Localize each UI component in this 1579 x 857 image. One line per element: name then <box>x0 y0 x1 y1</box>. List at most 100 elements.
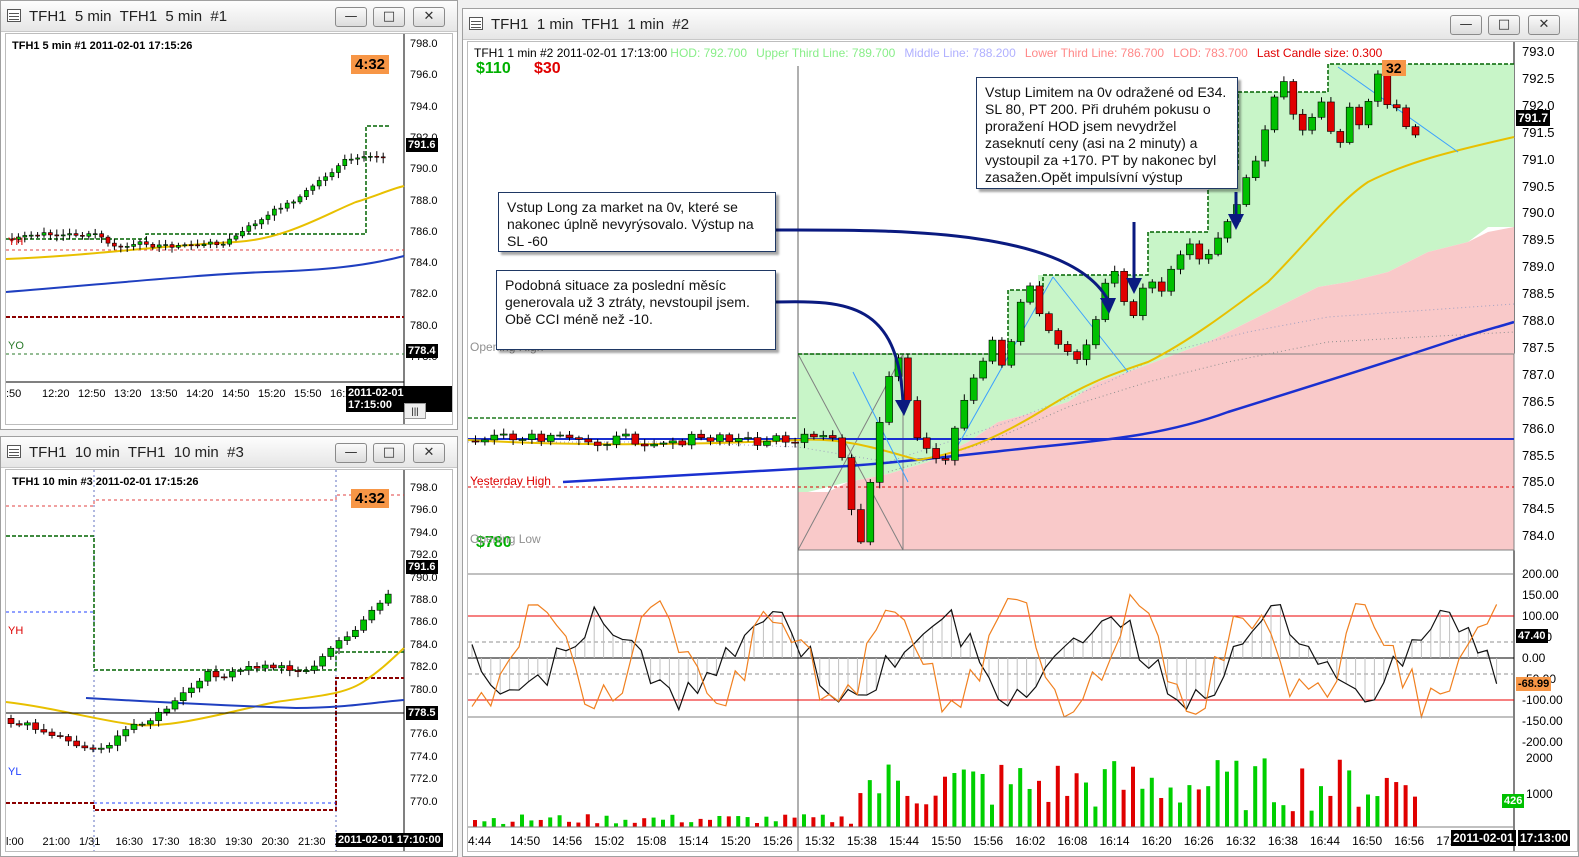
chart-window-1min[interactable]: TFH1 1 min TFH1 1 min #2 — □ ✕ <box>462 8 1579 857</box>
candle <box>233 235 239 240</box>
candle <box>56 735 64 737</box>
volume-bar <box>698 818 703 827</box>
candle <box>1139 287 1147 316</box>
candle <box>490 434 499 441</box>
candle <box>650 443 658 447</box>
candle <box>659 442 668 445</box>
volume-bar <box>839 816 844 827</box>
maximize-button[interactable]: □ <box>373 443 405 463</box>
candle <box>227 238 232 245</box>
volume-bar <box>1149 777 1154 827</box>
candle <box>1251 160 1260 178</box>
volume-bar <box>1290 811 1295 827</box>
time-tick-label: 1/31 <box>79 836 101 848</box>
candle <box>86 233 92 237</box>
volume-bar <box>1234 760 1239 827</box>
volume-bar <box>670 814 675 827</box>
candle <box>297 196 303 203</box>
volume-bar <box>1140 788 1145 827</box>
candle <box>169 244 175 248</box>
time-tick-label: 20:30 <box>261 836 290 848</box>
volume-bar <box>1196 789 1201 827</box>
chart-plot-area[interactable]: TFH1 1 min #2 2011-02-01 17:13:00 HOD: 7… <box>467 41 1578 852</box>
price-tick-label: 796.0 <box>410 504 438 517</box>
time-tag: 2011-02-01 17:10:00 <box>336 833 443 847</box>
candle <box>575 437 583 440</box>
minimize-button[interactable]: — <box>335 7 367 27</box>
candle <box>368 156 373 158</box>
window-titlebar[interactable]: TFH1 10 min TFH1 10 min #3 — □ ✕ <box>1 437 457 468</box>
volume-bar <box>473 820 477 827</box>
minimize-button[interactable]: — <box>1450 15 1482 35</box>
price-tick-label: 150.00 <box>1522 588 1559 602</box>
candle <box>622 433 630 437</box>
volume-bar <box>811 817 816 827</box>
price-tick-label: 774.0 <box>410 750 438 763</box>
candle <box>716 434 724 442</box>
volume-bar <box>651 817 656 827</box>
candle <box>329 172 335 178</box>
price-tick-label: 772.0 <box>410 773 438 786</box>
candle <box>376 602 384 611</box>
minimize-button[interactable]: — <box>335 443 367 463</box>
candle <box>828 435 837 439</box>
close-button[interactable]: ✕ <box>1528 15 1560 35</box>
time-tick-label: 15:02 <box>594 834 625 848</box>
time-tick-label: 15:44 <box>889 834 920 848</box>
volume-bar <box>1121 789 1126 827</box>
candle <box>278 665 285 669</box>
candle-counter: 32 <box>1382 60 1406 76</box>
candle <box>1298 113 1307 131</box>
time-tick-label: 12:50 <box>78 388 106 400</box>
time-tick-label: 14:50 <box>510 834 541 848</box>
volume-bar <box>1055 765 1060 827</box>
volume-bar <box>1366 794 1370 827</box>
close-button[interactable]: ✕ <box>413 443 445 463</box>
scrollbar-thumb[interactable]: ||| <box>404 403 426 419</box>
candle <box>130 723 138 730</box>
maximize-button[interactable]: □ <box>1488 15 1520 35</box>
chart-plot-area[interactable]: TFH1 10 min #3 2011-02-01 17:15:26 4:32 … <box>5 469 453 852</box>
candle <box>1270 96 1279 131</box>
volume-bar <box>1159 798 1164 827</box>
candle <box>791 441 799 444</box>
time-tick-label: 16:26 <box>1183 834 1214 848</box>
candle <box>265 214 271 220</box>
price-tick-label: 791.5 <box>1522 124 1555 140</box>
volume-bar <box>538 819 543 827</box>
candle <box>196 680 203 689</box>
candle <box>528 433 536 440</box>
candle <box>1223 221 1232 239</box>
chart-plot-area[interactable]: TFH1 5 min #1 2011-02-01 17:15:26 4:32 Y… <box>5 33 453 425</box>
window-titlebar[interactable]: TFH1 5 min TFH1 5 min #1 — □ ✕ <box>1 1 457 32</box>
candle <box>556 434 564 437</box>
candle <box>286 665 294 671</box>
time-tick-label: 15:20 <box>720 834 751 848</box>
candle <box>1129 301 1138 316</box>
window-title: TFH1 5 min TFH1 5 min #1 <box>29 8 228 25</box>
candle <box>1308 116 1316 131</box>
annotation-skipped-trade: Podobná situace za poslední měsíc genero… <box>496 270 776 350</box>
maximize-button[interactable]: □ <box>373 7 405 27</box>
volume-bar <box>980 773 985 827</box>
volume-bar <box>905 795 910 827</box>
price-tick-label: 790.0 <box>410 163 438 176</box>
time-tick-label: 16:08 <box>1057 834 1088 848</box>
window-title: TFH1 10 min TFH1 10 min #3 <box>29 444 244 461</box>
candle <box>208 241 213 245</box>
lod-label: LOD: 783.700 <box>1173 46 1248 60</box>
candle <box>1402 107 1410 127</box>
volume-bar <box>952 773 957 827</box>
candle <box>678 440 687 446</box>
window-titlebar[interactable]: TFH1 1 min TFH1 1 min #2 — □ ✕ <box>463 9 1578 40</box>
yh-label: YH <box>8 236 24 248</box>
chart-window-5min[interactable]: TFH1 5 min TFH1 5 min #1 — □ ✕ TFH1 5 mi… <box>0 0 458 430</box>
volume-bar <box>1328 795 1333 827</box>
candle <box>352 629 359 638</box>
volume-bar <box>567 821 571 827</box>
chart-window-10min[interactable]: TFH1 10 min TFH1 10 min #3 — □ ✕ TFH1 10… <box>0 436 458 857</box>
close-button[interactable]: ✕ <box>413 7 445 27</box>
lower-third-label: Lower Third Line: 786.700 <box>1024 46 1165 60</box>
volume-bar <box>886 764 891 827</box>
candle <box>97 747 105 750</box>
